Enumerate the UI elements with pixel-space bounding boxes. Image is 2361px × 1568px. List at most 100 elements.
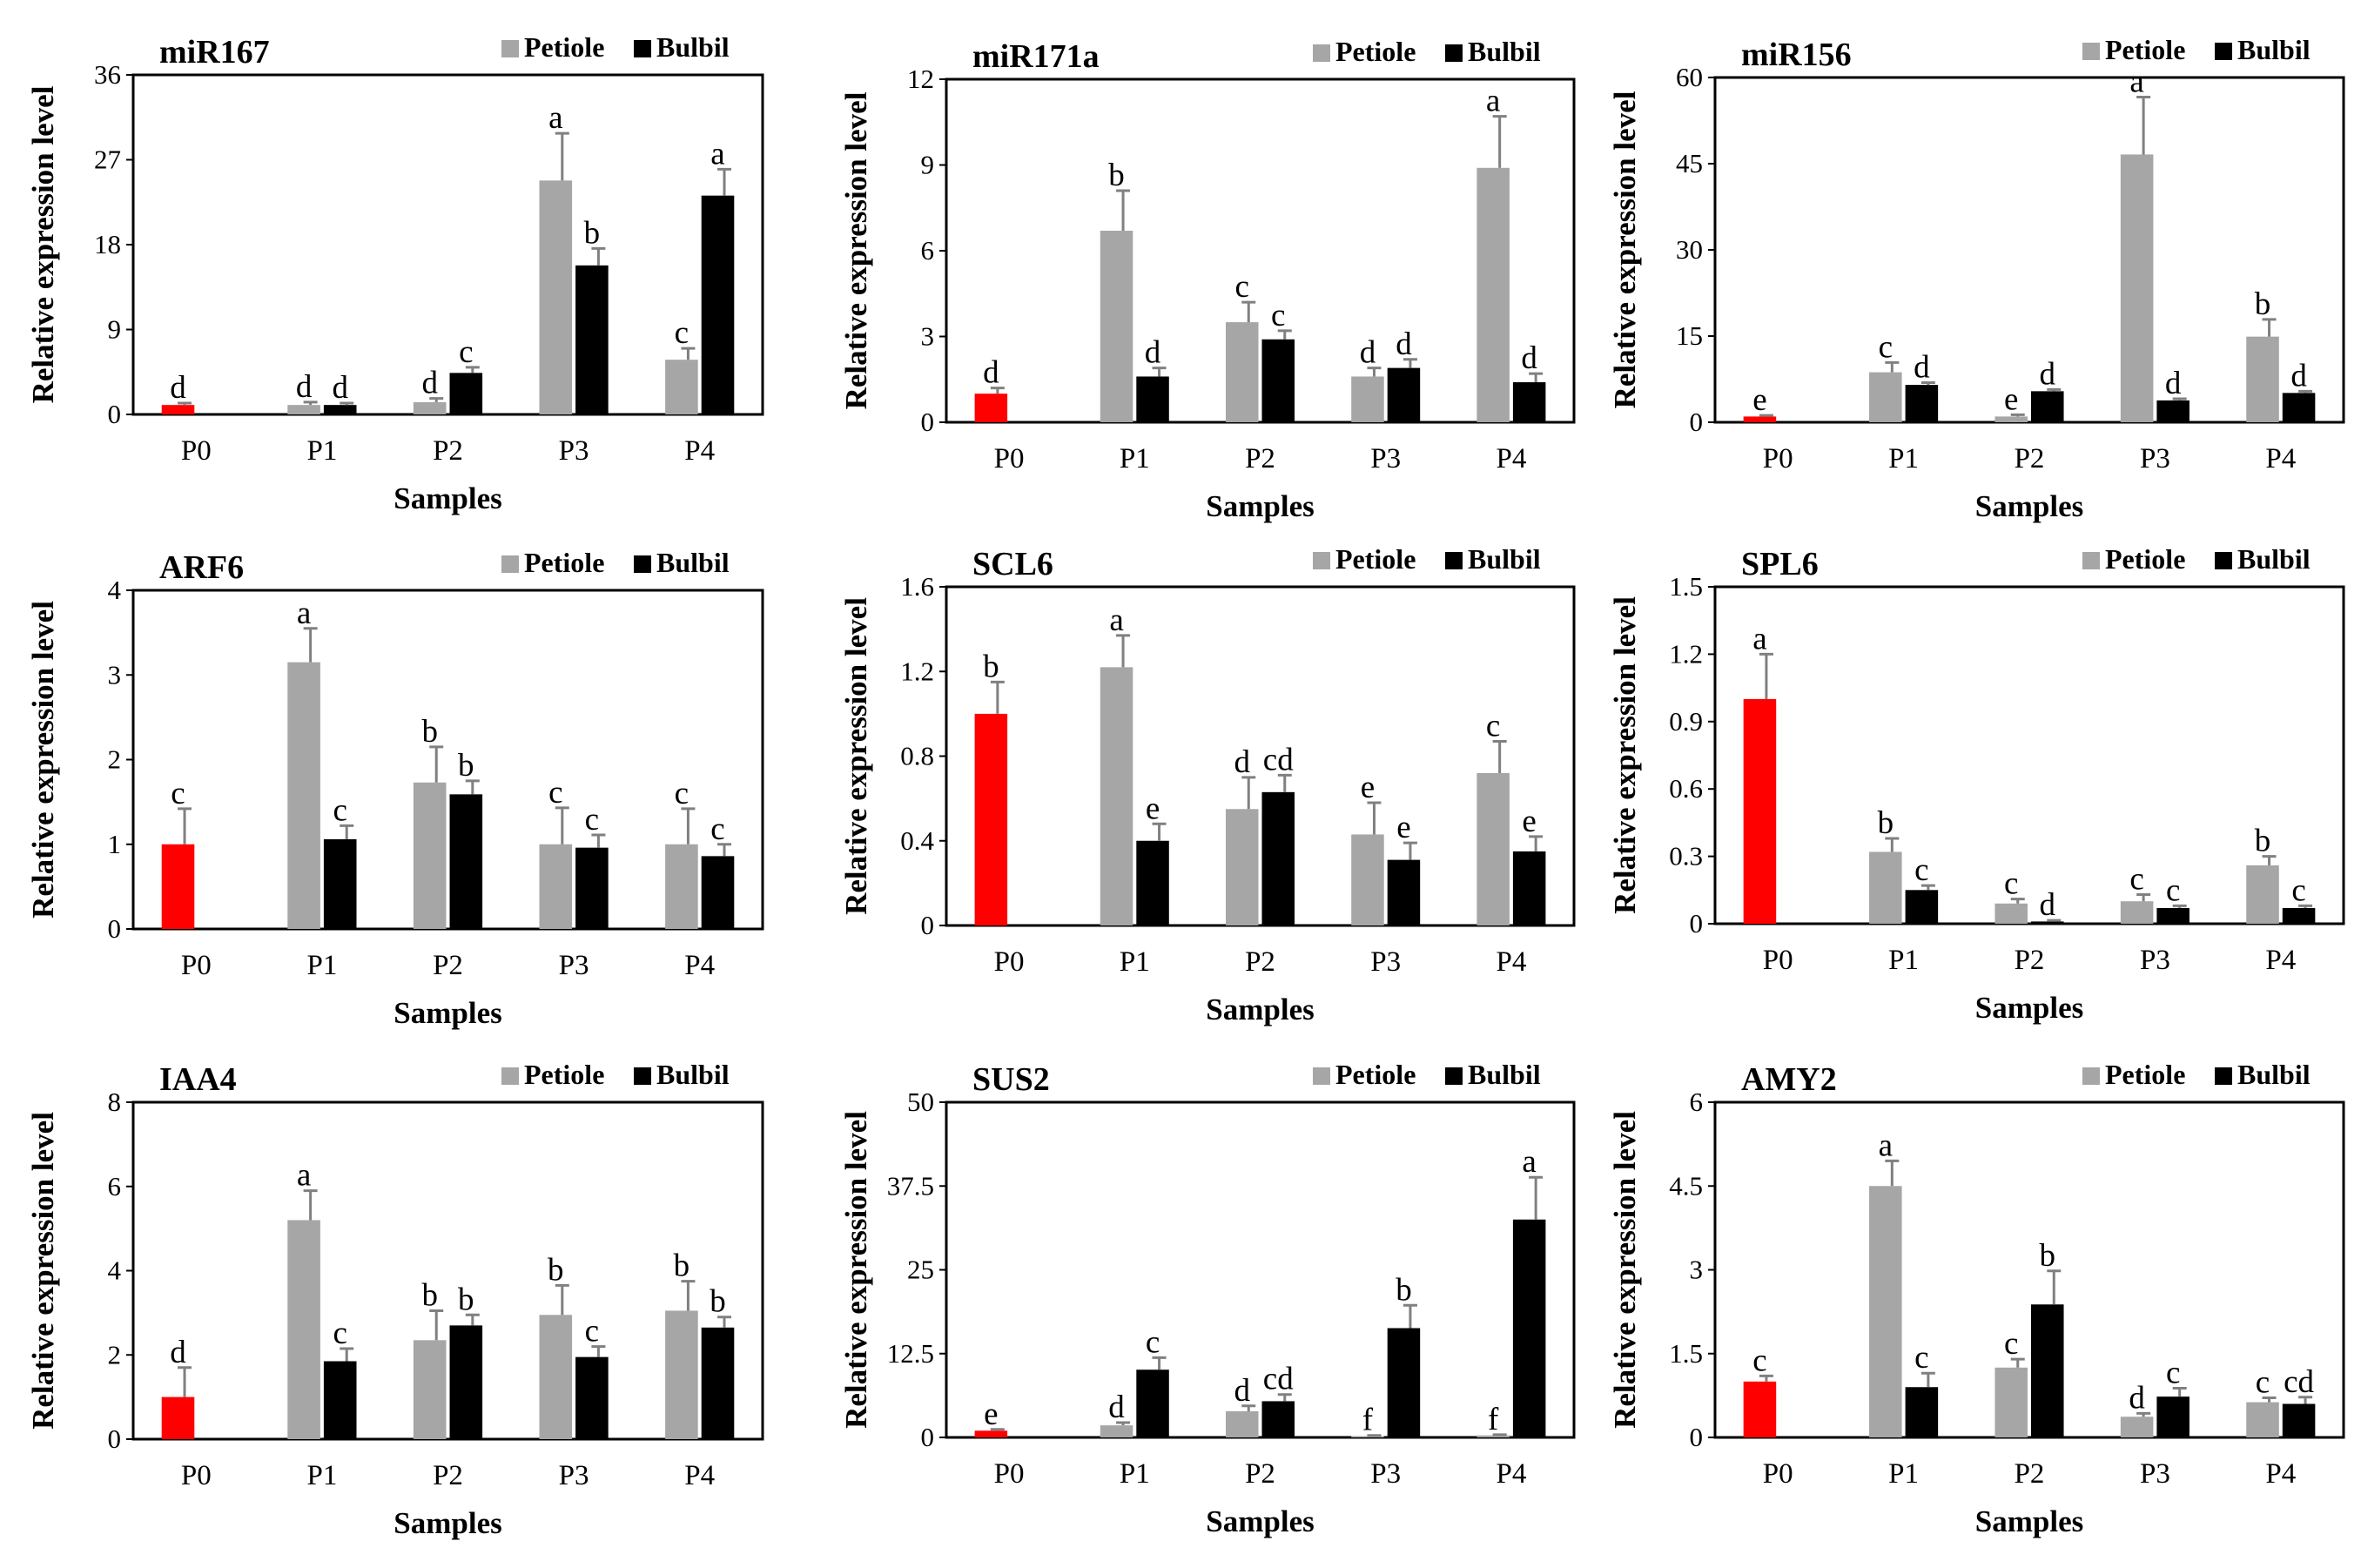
x-tick-label: P2 [433, 1460, 463, 1491]
x-tick-label: P1 [306, 950, 337, 981]
chart-title: SPL6 [1741, 546, 1819, 582]
bar-bulbil-P4 [1512, 851, 1546, 925]
x-tick-label: P2 [433, 950, 463, 981]
bar-control-P0 [161, 1396, 195, 1439]
legend-label-petiole: Petiole [524, 1059, 604, 1090]
significance-letter: b [458, 748, 474, 784]
significance-letter: b [674, 1248, 690, 1284]
significance-letter: c [1271, 298, 1285, 333]
bar-petiole-P3 [1351, 834, 1384, 925]
y-axis-label: Relative expression level [839, 91, 873, 409]
significance-letter: e [1522, 804, 1536, 839]
x-axis-label: Samples [1975, 1504, 2083, 1538]
y-tick-label: 1.6 [900, 571, 934, 602]
bar-bulbil-P1 [1136, 376, 1169, 422]
bar-petiole-P4 [2246, 1402, 2279, 1437]
chart-title: miR156 [1741, 37, 1852, 73]
significance-letter: c [585, 802, 599, 838]
y-tick-label: 1.2 [1669, 638, 1703, 669]
significance-letter: d [2040, 887, 2056, 923]
plot-frame [1713, 585, 2345, 925]
legend-label-petiole: Petiole [1335, 543, 1416, 575]
y-tick-label: 2 [108, 744, 122, 775]
chart-title: SCL6 [972, 546, 1053, 582]
bar-petiole-P4 [665, 360, 698, 414]
bar-petiole-P4 [1476, 772, 1510, 925]
significance-letter: d [1234, 1373, 1251, 1409]
y-tick-label: 3 [108, 659, 122, 690]
significance-letter: d [1396, 326, 1412, 362]
significance-letter: b [548, 1252, 564, 1288]
y-tick-label: 2 [108, 1339, 122, 1369]
significance-letter: c [333, 792, 346, 828]
x-tick-label: P4 [1496, 1458, 1526, 1490]
y-tick-label: 36 [94, 59, 121, 90]
x-tick-label: P4 [684, 1460, 715, 1491]
bar-bulbil-P2 [2031, 1304, 2064, 1437]
significance-letter: c [1879, 329, 1893, 365]
significance-letter: d [2040, 356, 2056, 392]
y-axis-label: Relative expression level [26, 85, 60, 403]
chart-title: miR171a [972, 38, 1100, 75]
legend-swatch-petiole [501, 555, 519, 573]
y-axis-label: Relative expression level [1608, 1111, 1642, 1429]
x-tick-label: P4 [2265, 945, 2296, 976]
significance-letter: c [585, 1314, 599, 1349]
legend-swatch-petiole [1313, 44, 1330, 62]
y-tick-label: 0 [921, 1422, 935, 1452]
legend-swatch-petiole [2082, 1067, 2100, 1085]
bar-petiole-P1 [1100, 667, 1133, 925]
significance-letter: a [1109, 602, 1123, 638]
x-axis-label: Samples [394, 481, 501, 515]
legend-label-bulbil: Bulbil [656, 547, 730, 578]
y-tick-label: 6 [1690, 1087, 1704, 1117]
y-tick-label: 0 [108, 913, 122, 944]
legend-label-bulbil: Bulbil [2237, 1059, 2311, 1090]
bar-bulbil-P2 [449, 373, 483, 414]
bar-control-P0 [974, 713, 1008, 925]
bar-petiole-P3 [2120, 154, 2154, 422]
bar-bulbil-P1 [1136, 1369, 1169, 1437]
x-tick-label: P0 [994, 946, 1025, 978]
bar-petiole-P1 [287, 1220, 320, 1439]
y-tick-label: 0.4 [900, 825, 934, 856]
significance-letter: a [1879, 1127, 1893, 1163]
legend-swatch-petiole [1313, 552, 1330, 569]
significance-letter: b [1396, 1272, 1412, 1308]
x-tick-label: P2 [2015, 945, 2045, 976]
legend-swatch-petiole [501, 1067, 519, 1085]
bar-petiole-P3 [539, 844, 573, 929]
bar-petiole-P4 [1476, 167, 1510, 423]
chart-title: miR167 [159, 34, 270, 71]
bar-petiole-P3 [2120, 1417, 2154, 1437]
x-tick-label: P3 [559, 435, 589, 467]
bar-petiole-P3 [1351, 376, 1384, 422]
significance-letter: d [332, 370, 348, 406]
y-tick-label: 6 [921, 235, 935, 266]
y-tick-label: 1.2 [900, 656, 934, 686]
y-tick-label: 0 [1690, 1422, 1704, 1452]
x-axis-label: Samples [1206, 489, 1314, 523]
chart-title: AMY2 [1741, 1061, 1837, 1098]
bar-bulbil-P4 [701, 1327, 735, 1439]
y-tick-label: 0 [921, 407, 935, 437]
bar-petiole-P2 [1226, 809, 1259, 925]
bar-petiole-P4 [665, 1310, 698, 1439]
significance-letter: e [984, 1396, 998, 1432]
legend-label-petiole: Petiole [1335, 1059, 1416, 1090]
x-tick-label: P1 [1120, 1458, 1150, 1490]
y-axis-label: Relative expression level [1608, 596, 1642, 914]
significance-letter: a [710, 136, 724, 172]
y-axis-label: Relative expression level [839, 597, 873, 915]
x-tick-label: P2 [2015, 443, 2045, 474]
x-tick-label: P1 [1888, 443, 1919, 474]
x-tick-label: P0 [181, 950, 212, 981]
bar-petiole-P4 [665, 844, 698, 929]
bar-petiole-P4 [1476, 1435, 1510, 1437]
bar-petiole-P1 [1869, 851, 1902, 924]
